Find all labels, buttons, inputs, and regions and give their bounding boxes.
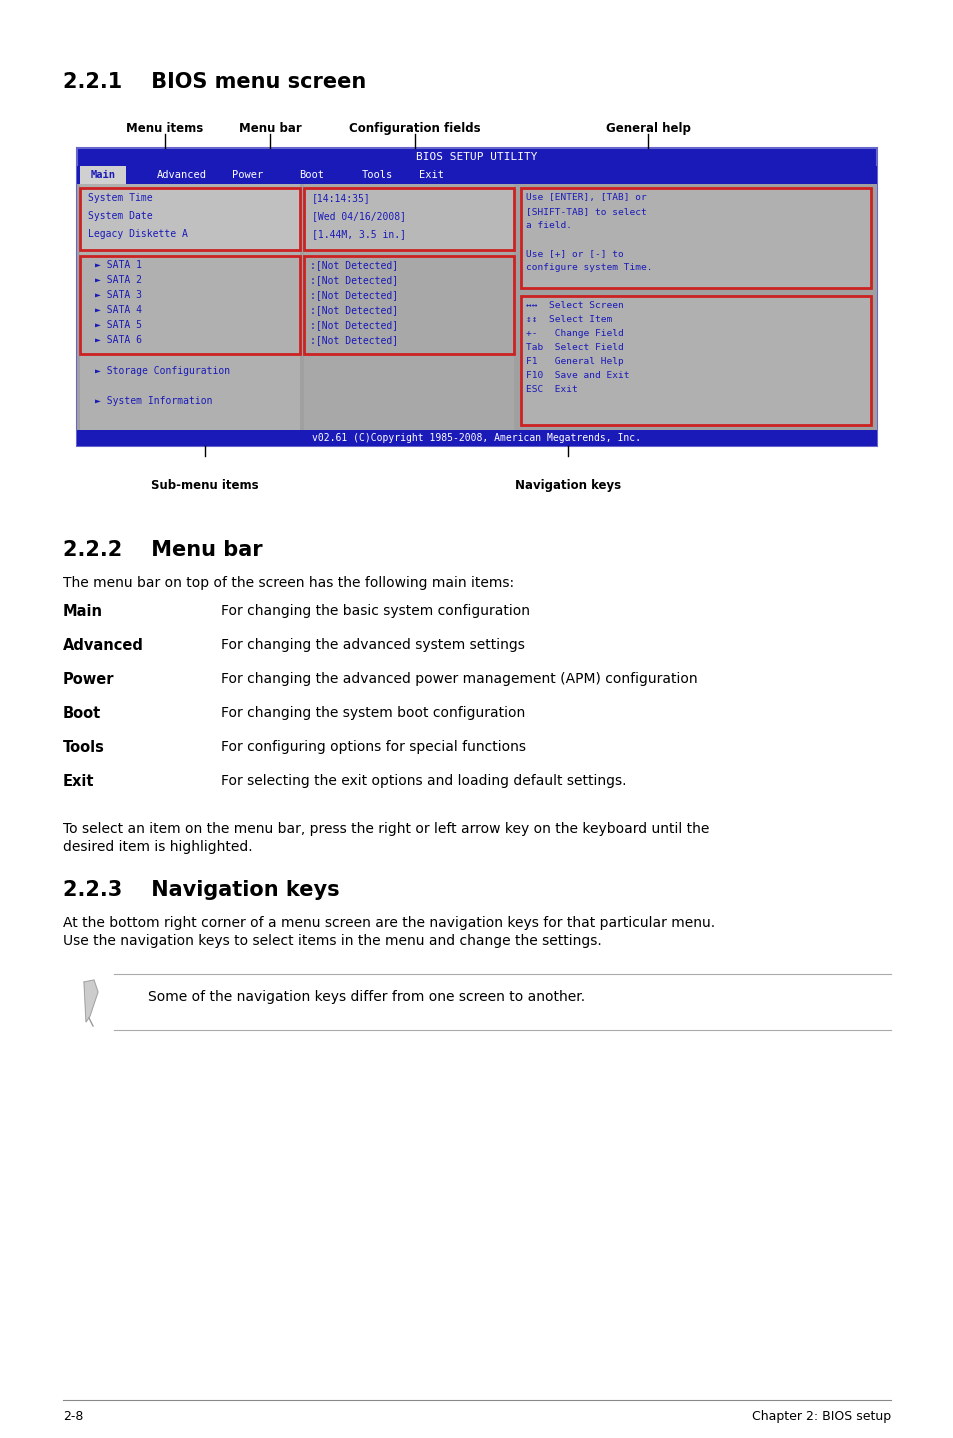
Text: Exit: Exit [418,170,443,180]
Text: a field.: a field. [525,221,572,230]
Text: 2.2.3    Navigation keys: 2.2.3 Navigation keys [63,880,339,900]
Text: Main: Main [63,604,103,618]
Text: +-   Change Field: +- Change Field [525,329,623,338]
Text: For changing the advanced power management (APM) configuration: For changing the advanced power manageme… [221,672,697,686]
Text: ► SATA 2: ► SATA 2 [95,275,142,285]
Text: F1   General Help: F1 General Help [525,357,623,367]
Text: For configuring options for special functions: For configuring options for special func… [221,741,525,754]
Text: Tools: Tools [63,741,105,755]
Polygon shape [84,981,98,1022]
Bar [80,188,299,250]
Bar [304,188,514,250]
Text: Tools: Tools [361,170,393,180]
Text: Configuration fields: Configuration fields [349,122,480,135]
Text: Exit: Exit [63,774,94,789]
Text: Use [+] or [-] to: Use [+] or [-] to [525,249,623,257]
Text: Advanced: Advanced [157,170,207,180]
Bar [77,165,876,184]
Text: Advanced: Advanced [63,638,144,653]
Text: :[Not Detected]: :[Not Detected] [310,275,397,285]
Text: :[Not Detected]: :[Not Detected] [310,290,397,301]
Text: Use [ENTER], [TAB] or: Use [ENTER], [TAB] or [525,193,646,201]
Text: ↔↔  Select Screen: ↔↔ Select Screen [525,301,623,311]
Text: For changing the system boot configuration: For changing the system boot configurati… [221,706,525,720]
Text: ► SATA 5: ► SATA 5 [95,321,142,329]
Text: Power: Power [63,672,114,687]
Text: :[Not Detected]: :[Not Detected] [310,335,397,345]
Bar [80,184,299,430]
Text: ► Storage Configuration: ► Storage Configuration [95,367,230,375]
Bar [520,188,870,288]
Text: Some of the navigation keys differ from one screen to another.: Some of the navigation keys differ from … [148,989,584,1004]
Text: :[Not Detected]: :[Not Detected] [310,305,397,315]
Text: General help: General help [605,122,690,135]
Text: [14:14:35]: [14:14:35] [312,193,371,203]
Text: Boot: Boot [63,706,101,720]
Text: To select an item on the menu bar, press the right or left arrow key on the keyb: To select an item on the menu bar, press… [63,823,709,835]
Text: For changing the basic system configuration: For changing the basic system configurat… [221,604,530,618]
Bar [304,184,514,430]
Text: Tab  Select Field: Tab Select Field [525,344,623,352]
Bar [77,430,876,446]
Text: Menu items: Menu items [126,122,203,135]
Text: Power: Power [232,170,263,180]
Bar [304,256,514,354]
Bar [517,184,873,430]
Text: ► SATA 4: ► SATA 4 [95,305,142,315]
Bar [80,256,299,354]
Text: Legacy Diskette A: Legacy Diskette A [88,229,188,239]
Text: System Time: System Time [88,193,152,203]
Text: Main: Main [91,170,115,180]
Text: Use the navigation keys to select items in the menu and change the settings.: Use the navigation keys to select items … [63,935,601,948]
Text: [1.44M, 3.5 in.]: [1.44M, 3.5 in.] [312,229,406,239]
Text: 2.2.2    Menu bar: 2.2.2 Menu bar [63,541,262,559]
Text: configure system Time.: configure system Time. [525,263,652,272]
Text: ► System Information: ► System Information [95,395,213,406]
Text: For selecting the exit options and loading default settings.: For selecting the exit options and loadi… [221,774,626,788]
Text: Boot: Boot [298,170,324,180]
Text: BIOS SETUP UTILITY: BIOS SETUP UTILITY [416,152,537,162]
Text: Menu bar: Menu bar [238,122,301,135]
Text: ► SATA 6: ► SATA 6 [95,335,142,345]
Text: :[Not Detected]: :[Not Detected] [310,260,397,270]
Text: ESC  Exit: ESC Exit [525,385,578,394]
Text: [Wed 04/16/2008]: [Wed 04/16/2008] [312,211,406,221]
Text: :[Not Detected]: :[Not Detected] [310,321,397,329]
Text: ► SATA 1: ► SATA 1 [95,260,142,270]
Text: 2-8: 2-8 [63,1411,83,1424]
Text: [SHIFT-TAB] to select: [SHIFT-TAB] to select [525,207,646,216]
Text: For changing the advanced system settings: For changing the advanced system setting… [221,638,524,651]
Text: Sub-menu items: Sub-menu items [151,479,258,492]
Bar [77,148,876,446]
Text: v02.61 (C)Copyright 1985-2008, American Megatrends, Inc.: v02.61 (C)Copyright 1985-2008, American … [313,433,640,443]
Text: At the bottom right corner of a menu screen are the navigation keys for that par: At the bottom right corner of a menu scr… [63,916,715,930]
Text: Navigation keys: Navigation keys [515,479,620,492]
Text: ► SATA 3: ► SATA 3 [95,290,142,301]
Text: 2.2.1    BIOS menu screen: 2.2.1 BIOS menu screen [63,72,366,92]
Bar [80,165,126,184]
Text: Chapter 2: BIOS setup: Chapter 2: BIOS setup [751,1411,890,1424]
Bar [520,296,870,426]
Text: ↕↕  Select Item: ↕↕ Select Item [525,315,612,324]
Bar [77,184,876,430]
Text: desired item is highlighted.: desired item is highlighted. [63,840,253,854]
Text: F10  Save and Exit: F10 Save and Exit [525,371,629,380]
Text: The menu bar on top of the screen has the following main items:: The menu bar on top of the screen has th… [63,577,514,590]
Text: System Date: System Date [88,211,152,221]
